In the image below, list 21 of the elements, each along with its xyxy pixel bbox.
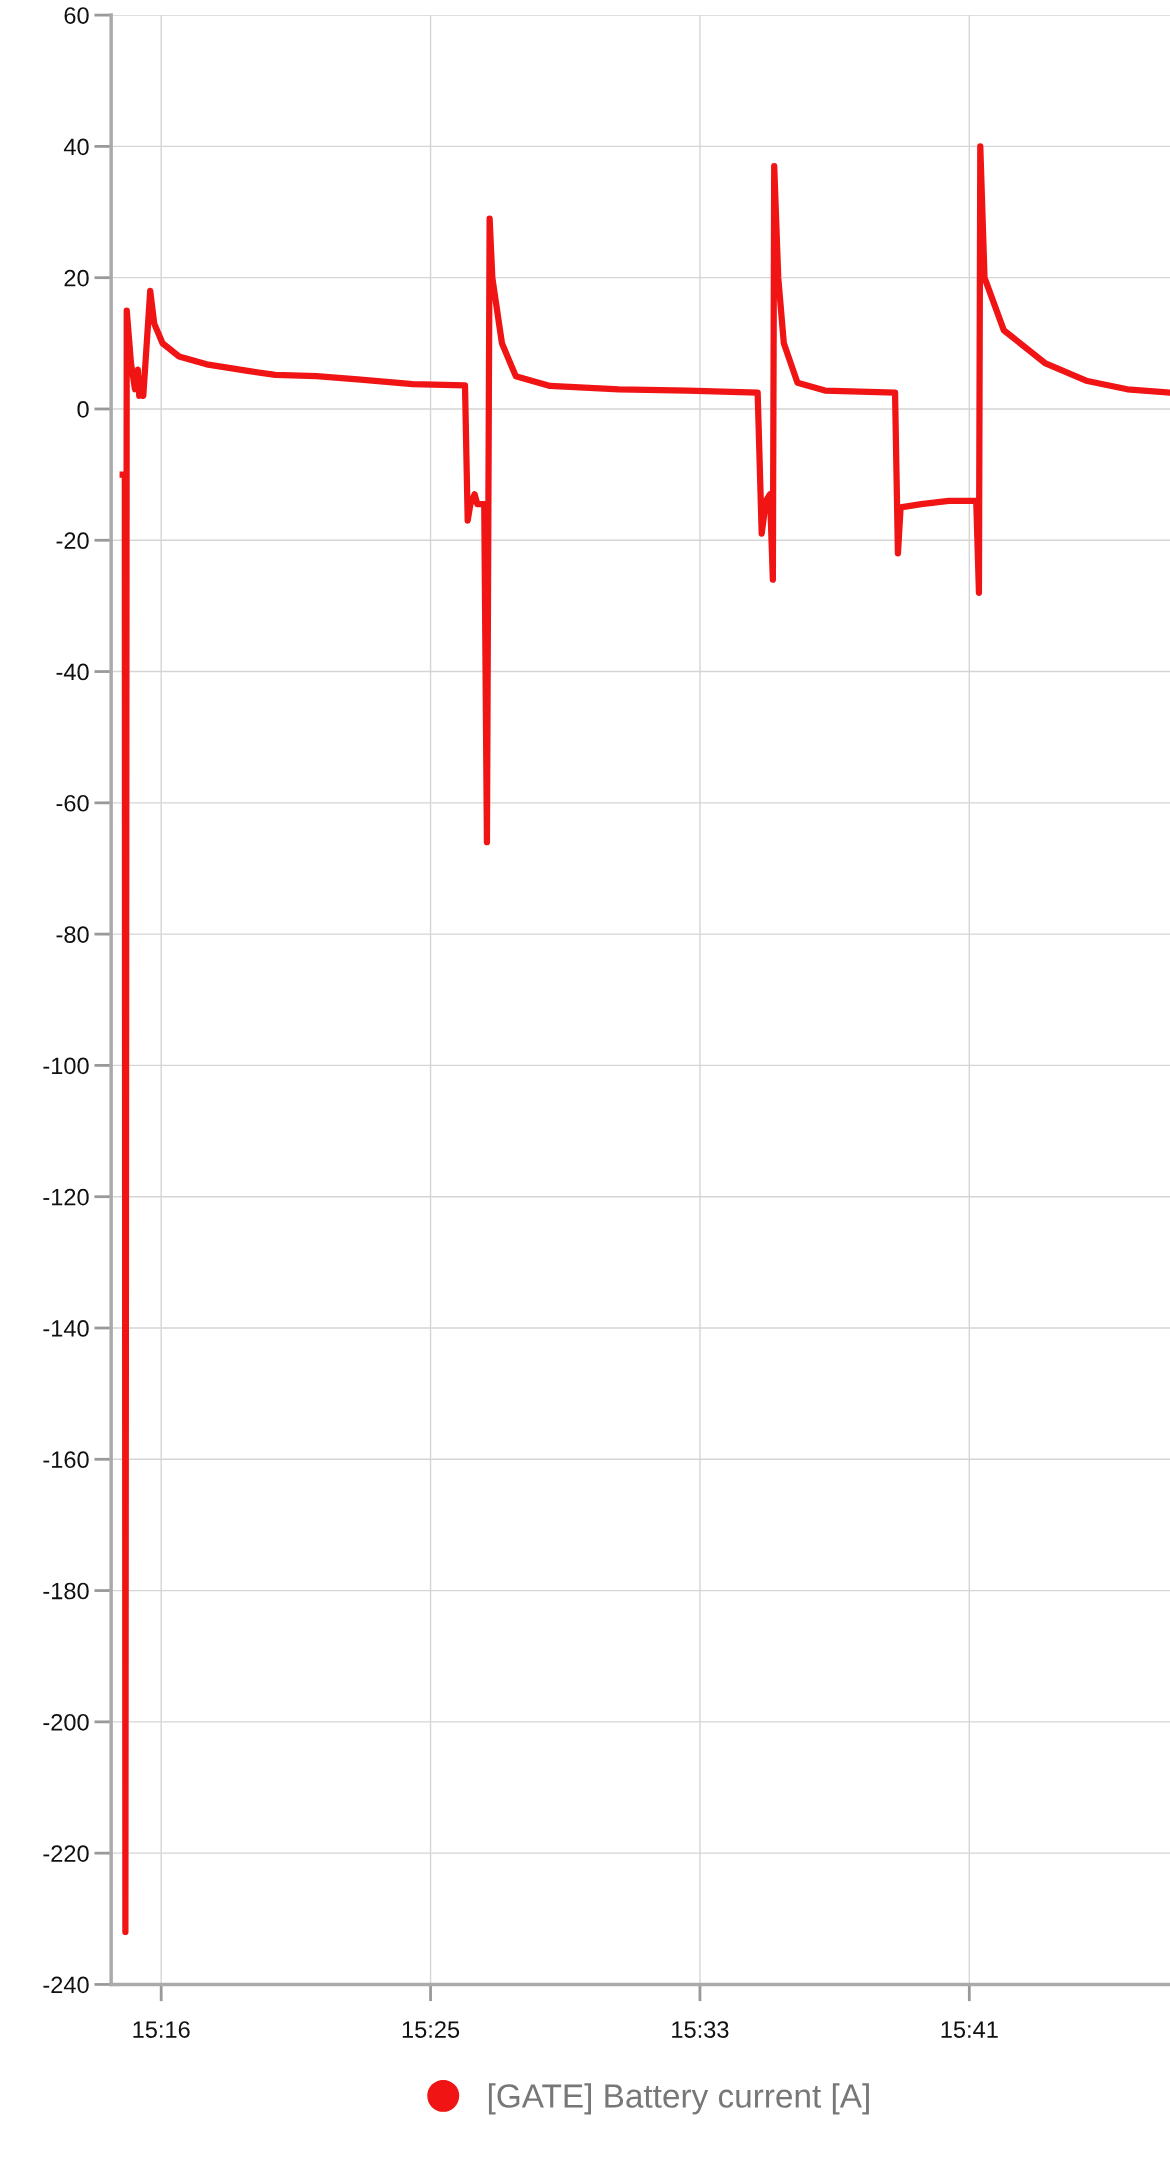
y-tick-label: -140: [43, 1320, 89, 1337]
y-tick-label: -220: [43, 1845, 89, 1862]
y-tick-label: -240: [43, 1976, 89, 1994]
y-tick-label: -120: [43, 1188, 89, 1206]
y-tick-label: -180: [43, 1582, 89, 1600]
y-tick-label: -60: [56, 794, 89, 812]
y-tick-label: 0: [77, 401, 89, 418]
y-tick-label: 40: [63, 138, 89, 156]
y-tick-label: -200: [43, 1713, 89, 1731]
x-tick-label: 15:16: [133, 2021, 190, 2038]
legend-label: [GATE] Battery current [A]: [488, 2083, 869, 2115]
y-tick-label: 20: [64, 269, 89, 287]
y-tick-label: -20: [56, 532, 89, 550]
x-tick-label: 15:33: [672, 2021, 729, 2038]
y-tick-label: -40: [56, 663, 89, 681]
y-tick-label: -160: [43, 1451, 89, 1469]
y-tick-label: -80: [56, 926, 89, 943]
x-tick-label: 15:41: [941, 2021, 998, 2038]
y-tick-label: 60: [64, 7, 89, 24]
y-tick-label: -100: [43, 1057, 89, 1075]
x-tick-label: 15:25: [402, 2021, 460, 2038]
